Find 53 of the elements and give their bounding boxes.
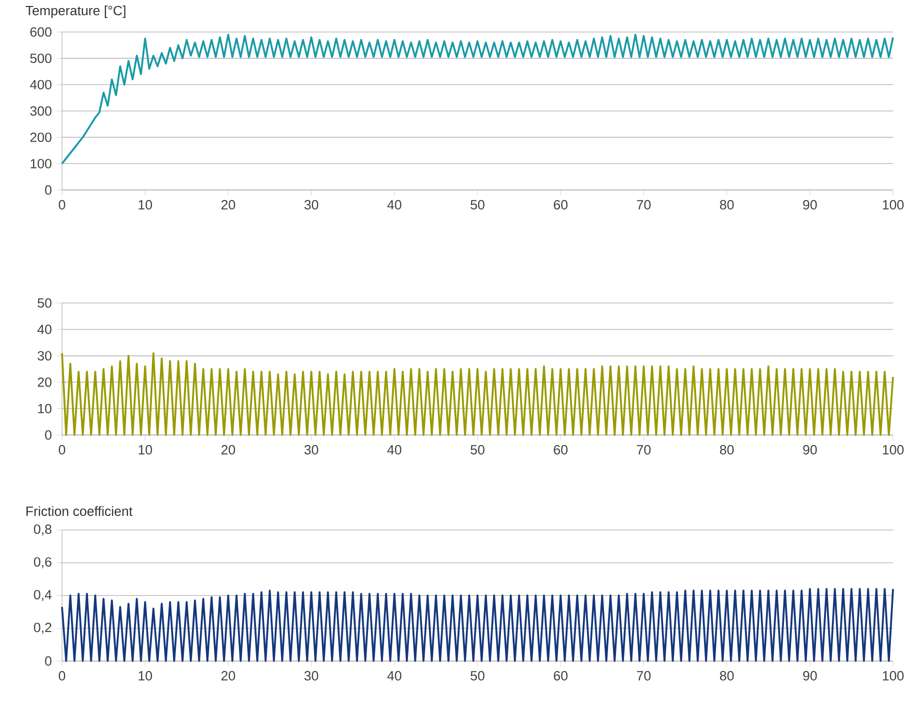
x-tick-label: 100 <box>882 671 904 680</box>
y-tick-label: 0,6 <box>34 557 52 568</box>
y-tick-label: 10 <box>38 404 52 414</box>
x-tick-label: 40 <box>387 445 402 454</box>
x-tick-label: 60 <box>554 200 568 210</box>
x-tick-label: 20 <box>221 200 236 210</box>
x-tick-label: 30 <box>304 671 318 680</box>
x-tick-label: 0 <box>58 671 66 680</box>
y-tick-label: 0,4 <box>34 590 52 602</box>
x-tick-label: 70 <box>636 445 651 454</box>
y-tick-label: 0,8 <box>34 524 52 536</box>
x-tick-label: 60 <box>554 445 568 454</box>
x-tick-label: 80 <box>720 445 734 454</box>
x-tick-label: 20 <box>221 671 236 680</box>
x-tick-label: 0 <box>58 445 66 454</box>
y-tick-label: 0,2 <box>34 622 52 634</box>
x-tick-label: 90 <box>803 445 817 454</box>
x-tick-label: 10 <box>138 671 152 680</box>
x-tick-label: 70 <box>636 671 651 680</box>
x-tick-label: 90 <box>803 200 817 210</box>
y-tick-label: 0 <box>45 430 52 440</box>
y-tick-label: 600 <box>30 27 52 37</box>
y-tick-label: 20 <box>38 377 52 387</box>
y-tick-label: 0 <box>45 185 52 195</box>
chart-title: Friction coefficient <box>26 506 132 516</box>
x-tick-label: 50 <box>470 200 484 210</box>
y-tick-label: 300 <box>30 106 52 116</box>
x-tick-label: 80 <box>720 200 734 210</box>
x-tick-label: 100 <box>882 200 904 210</box>
x-tick-label: 40 <box>387 200 402 210</box>
x-tick-label: 30 <box>304 445 318 454</box>
x-tick-label: 50 <box>470 445 484 454</box>
x-tick-label: 20 <box>221 445 236 454</box>
y-tick-label: 100 <box>30 158 52 168</box>
x-tick-label: 10 <box>138 200 152 210</box>
y-tick-label: 0 <box>45 656 52 666</box>
x-tick-label: 80 <box>720 671 734 680</box>
x-tick-label: 40 <box>387 671 402 680</box>
chart-title: Temperature [°C] <box>26 6 126 18</box>
x-tick-label: 0 <box>58 200 66 210</box>
x-tick-label: 10 <box>138 445 152 454</box>
y-tick-label: 50 <box>38 298 52 308</box>
x-tick-label: 70 <box>636 200 651 210</box>
x-tick-label: 30 <box>304 200 318 210</box>
y-tick-label: 500 <box>30 54 52 64</box>
x-tick-label: 50 <box>470 671 484 680</box>
x-tick-label: 60 <box>554 671 568 680</box>
y-tick-label: 30 <box>38 351 52 361</box>
y-tick-label: 400 <box>30 80 52 90</box>
x-tick-label: 90 <box>803 671 817 680</box>
x-tick-label: 100 <box>882 445 904 454</box>
y-tick-label: 40 <box>37 324 52 334</box>
y-tick-label: 200 <box>30 132 52 142</box>
